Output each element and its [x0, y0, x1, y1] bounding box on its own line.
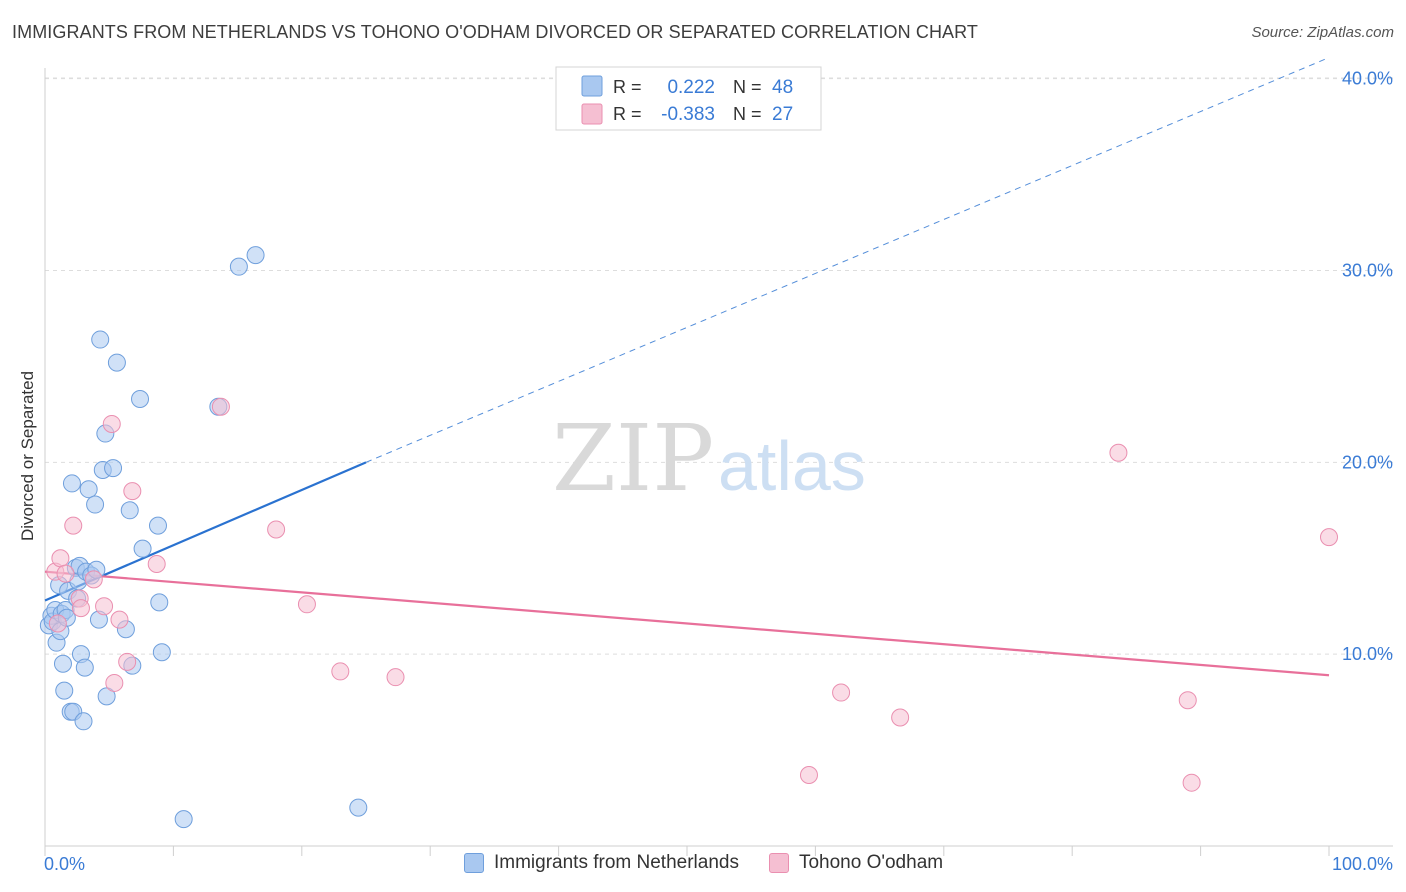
point-netherlands: [79, 480, 98, 499]
stats-legend-swatch-pink: [581, 103, 603, 125]
point-tohono: [123, 482, 142, 501]
point-tohono: [331, 662, 350, 681]
y-tick-label: 20.0%: [1342, 452, 1393, 472]
point-tohono: [105, 673, 124, 692]
legend-label-tohono: Tohono O'odham: [798, 852, 944, 873]
point-tohono: [1109, 443, 1128, 462]
stats-r-label-2: R =: [613, 104, 642, 124]
watermark-zip: ZIP: [552, 405, 714, 512]
chart-source: Source: ZipAtlas.com: [1251, 24, 1394, 41]
point-netherlands: [148, 516, 167, 535]
point-tohono: [64, 516, 83, 535]
point-netherlands: [55, 681, 74, 700]
legend-swatch-netherlands: [464, 853, 484, 873]
stats-legend: R = 0.222 N = 48 R = -0.383 N = 27: [555, 66, 822, 131]
trend-lines: [44, 57, 1330, 677]
point-netherlands: [131, 390, 150, 409]
point-netherlands: [91, 330, 110, 349]
y-axis-label: Divorced or Separated: [18, 371, 37, 541]
x-tick-label-max: 100.0%: [1332, 854, 1393, 874]
point-netherlands: [120, 501, 139, 520]
watermark-atlas: atlas: [718, 427, 866, 505]
trend-line-tohono: [44, 570, 1330, 677]
point-tohono: [1320, 528, 1338, 547]
point-tohono: [386, 668, 405, 687]
point-netherlands: [53, 654, 72, 673]
point-tohono: [267, 520, 286, 539]
stats-legend-swatch-blue: [581, 75, 603, 97]
point-tohono: [297, 595, 316, 614]
point-netherlands: [62, 474, 81, 493]
stats-r-value-1: 0.222: [667, 77, 715, 98]
point-tohono: [48, 614, 67, 633]
point-netherlands: [246, 246, 265, 265]
watermark: ZIP atlas: [552, 405, 866, 512]
stats-n-value-2: 27: [772, 104, 793, 125]
trend-line-netherlands-extension: [365, 57, 1330, 463]
series-legend: Immigrants from Netherlands Tohono O'odh…: [464, 852, 973, 874]
y-tick-label: 40.0%: [1342, 69, 1393, 89]
point-tohono: [84, 570, 103, 589]
point-netherlands: [152, 643, 171, 662]
point-netherlands: [75, 658, 94, 677]
point-netherlands: [97, 687, 116, 706]
point-tohono: [71, 599, 90, 618]
point-netherlands: [74, 712, 93, 731]
stats-n-label-1: N =: [733, 77, 762, 97]
stats-n-value-1: 48: [772, 77, 793, 98]
axes: [44, 68, 1393, 847]
point-netherlands: [174, 810, 193, 829]
point-tohono: [118, 652, 137, 671]
point-netherlands: [133, 539, 152, 558]
y-tick-label: 30.0%: [1342, 261, 1393, 281]
stats-r-label-1: R =: [613, 77, 642, 97]
point-tohono: [1182, 773, 1201, 792]
point-tohono: [891, 708, 910, 727]
tick-labels: 10.0% 20.0% 30.0% 40.0% 0.0% 100.0%: [44, 69, 1393, 874]
data-points: [39, 246, 1338, 829]
point-netherlands: [229, 257, 248, 276]
legend-swatch-tohono: [768, 853, 789, 873]
point-tohono: [832, 683, 851, 702]
point-netherlands: [349, 798, 368, 817]
stats-r-value-2: -0.383: [661, 104, 715, 125]
point-tohono: [95, 597, 114, 616]
chart-title: IMMIGRANTS FROM NETHERLANDS VS TOHONO O'…: [12, 22, 979, 42]
point-tohono: [56, 564, 75, 583]
point-tohono: [110, 610, 129, 629]
point-tohono: [799, 766, 818, 785]
point-netherlands: [150, 593, 169, 612]
point-netherlands: [104, 459, 123, 478]
legend-item-tohono: Tohono O'odham: [768, 852, 944, 874]
point-tohono: [147, 555, 166, 574]
legend-item-netherlands: Immigrants from Netherlands: [464, 852, 739, 874]
point-netherlands: [107, 353, 126, 372]
x-tick-label-min: 0.0%: [44, 854, 85, 874]
point-tohono: [102, 414, 121, 433]
point-tohono: [1178, 691, 1197, 710]
stats-n-label-2: N =: [733, 104, 762, 124]
y-tick-label: 10.0%: [1342, 644, 1393, 664]
legend-label-netherlands: Immigrants from Netherlands: [494, 852, 739, 873]
point-netherlands: [86, 495, 105, 514]
point-tohono: [211, 397, 230, 416]
point-tohono: [51, 549, 70, 568]
